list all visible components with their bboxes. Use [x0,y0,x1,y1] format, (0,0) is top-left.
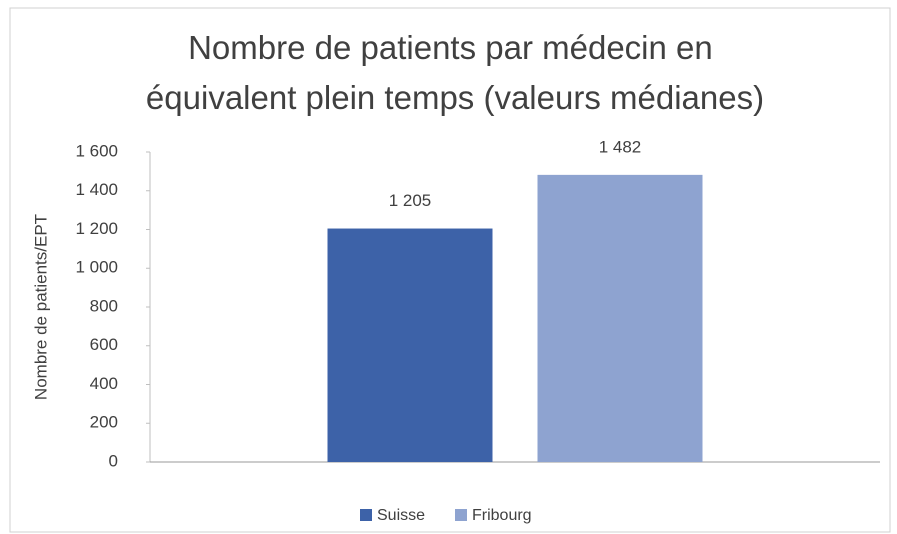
legend-swatch [455,509,467,521]
legend-swatch [360,509,372,521]
bar [537,174,703,463]
y-tick-label: 400 [90,374,118,393]
data-label: 1 205 [389,191,432,210]
y-tick-label: 1 200 [75,219,118,238]
legend-label: Suisse [377,507,425,524]
y-tick-label: 600 [90,335,118,354]
y-tick-label: 200 [90,413,118,432]
bar [327,228,493,462]
y-tick-label: 1 000 [75,258,118,277]
y-tick-label: 0 [109,451,118,470]
y-tick-label: 800 [90,296,118,315]
y-tick-label: 1 400 [75,180,118,199]
data-label: 1 482 [599,137,642,156]
legend-label: Fribourg [472,507,532,524]
y-axis-label: Nombre de patients/EPT [31,214,50,400]
chart-title: Nombre de patients par médecin en équiva… [146,29,764,116]
y-tick-label: 1 600 [75,141,118,160]
